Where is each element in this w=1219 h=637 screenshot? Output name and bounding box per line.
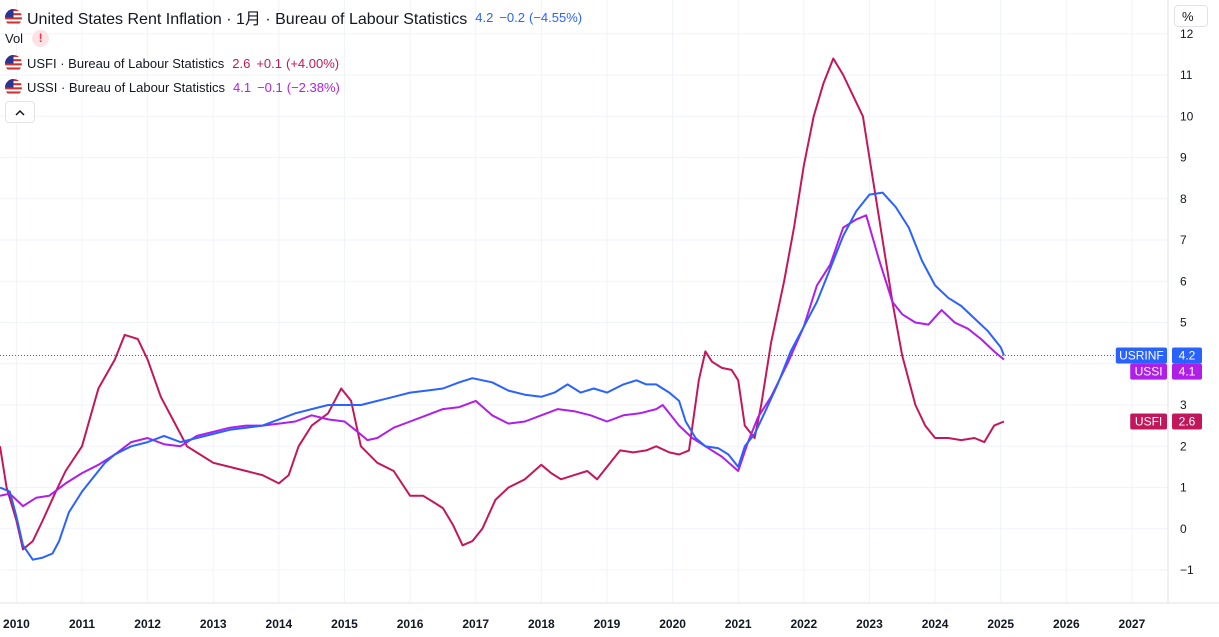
price-label-name-bg (1130, 363, 1167, 380)
chart-grid (0, 0, 1168, 603)
price-label-value: 2.6 (1179, 415, 1196, 429)
comparison-change: +0.1 (256, 56, 283, 71)
volume-label: Vol (5, 31, 24, 46)
y-tick-label: 2 (1180, 439, 1187, 453)
warning-icon[interactable]: ! (32, 30, 50, 47)
unit-toggle-button[interactable]: % (1174, 5, 1208, 27)
x-tick-label: 2027 (1119, 617, 1146, 631)
y-tick-label: 3 (1180, 398, 1187, 412)
comparison-legend-ussi[interactable]: USSI · Bureau of Labour Statistics 4.1 −… (5, 79, 340, 96)
comparison-legend-usfi[interactable]: USFI · Bureau of Labour Statistics 2.6 +… (5, 55, 339, 72)
series-line-ussi[interactable] (0, 214, 1005, 508)
x-tick-label: 2018 (528, 617, 555, 631)
y-tick-label: 0 (1180, 522, 1187, 536)
main-series-change: −0.2 (499, 9, 525, 25)
y-tick-label: 12 (1180, 27, 1194, 41)
main-series-change-pct: (−4.55%) (528, 9, 583, 25)
price-label-name: USSI (1135, 365, 1163, 379)
price-label-name: USRINF (1119, 349, 1164, 363)
price-label-usfi: USFI 2.6 (1130, 413, 1202, 430)
volume-legend[interactable]: Vol ! (5, 30, 50, 47)
x-tick-label: 2024 (922, 617, 949, 631)
comparison-label: USSI · Bureau of Labour Statistics (27, 80, 225, 95)
y-tick-label: 11 (1180, 68, 1193, 82)
x-tick-label: 2012 (134, 617, 161, 631)
series-line-usfi[interactable] (0, 57, 1005, 551)
x-tick-label: 2013 (200, 617, 227, 631)
us-flag-icon (5, 55, 22, 72)
price-label-ussi: USSI 4.1 (1130, 363, 1202, 380)
x-tick-label: 2023 (856, 617, 883, 631)
x-tick-label: 2025 (987, 617, 1014, 631)
x-tick-label: 2019 (594, 617, 621, 631)
price-label-value-bg (1172, 347, 1202, 364)
main-series-title: United States Rent Inflation · 1月 · Bure… (27, 11, 468, 28)
x-tick-label: 2017 (462, 617, 489, 631)
price-label-name: USFI (1135, 415, 1162, 429)
comparison-value: 4.1 (232, 80, 252, 95)
x-tick-label: 2021 (725, 617, 752, 631)
us-flag-icon (5, 79, 22, 96)
x-tick-label: 2011 (69, 617, 95, 631)
x-tick-label: 2026 (1053, 617, 1080, 631)
y-tick-label: 1 (1180, 481, 1187, 495)
y-tick-label: 8 (1180, 192, 1187, 206)
y-tick-label: 7 (1180, 233, 1187, 247)
y-tick-label: 10 (1180, 109, 1194, 123)
chevron-up-icon (15, 110, 25, 116)
price-label-name-bg (1115, 347, 1167, 364)
price-label-usrinf: USRINF 4.2 (1115, 347, 1202, 364)
series-line-usrinf[interactable] (0, 191, 1005, 561)
x-axis[interactable]: 2010 2011 2012 2013 2014 2015 2016 2017 2018 2019… (0, 602, 1219, 631)
comparison-value: 2.6 (232, 56, 251, 71)
x-tick-label: 2015 (331, 617, 358, 631)
y-tick-label: 5 (1180, 316, 1187, 330)
price-labels: USRINF 4.2 USSI 4.1 USFI 2.6 (1115, 347, 1202, 430)
x-tick-label: 2010 (3, 617, 30, 631)
comparison-label: USFI · Bureau of Labour Statistics (27, 56, 225, 71)
price-label-value: 4.2 (1179, 349, 1196, 363)
y-tick-label: 6 (1180, 274, 1187, 288)
x-tick-label: 2016 (397, 617, 424, 631)
comparison-change: −0.1 (257, 80, 283, 95)
x-tick-label: 2014 (266, 617, 293, 631)
price-label-value: 4.1 (1179, 365, 1196, 379)
x-tick-label: 2022 (790, 617, 817, 631)
comparison-change-pct: (+4.00%) (286, 56, 340, 71)
comparison-change-pct: (−2.38%) (286, 80, 340, 95)
main-series-legend[interactable]: United States Rent Inflation · 1月 · Bure… (5, 5, 582, 29)
collapse-legend-button[interactable] (5, 101, 35, 123)
price-label-value-bg (1172, 363, 1202, 380)
x-tick-label: 2020 (659, 617, 686, 631)
price-label-name-bg (1130, 413, 1167, 430)
y-tick-label: 9 (1180, 151, 1187, 165)
series-group (0, 57, 1005, 561)
main-series-value: 4.2 (475, 9, 494, 25)
y-axis[interactable]: −10123456789101112 (1167, 0, 1194, 603)
us-flag-icon (5, 8, 22, 26)
y-tick-label: −1 (1180, 563, 1194, 577)
price-label-value-bg (1172, 413, 1202, 430)
